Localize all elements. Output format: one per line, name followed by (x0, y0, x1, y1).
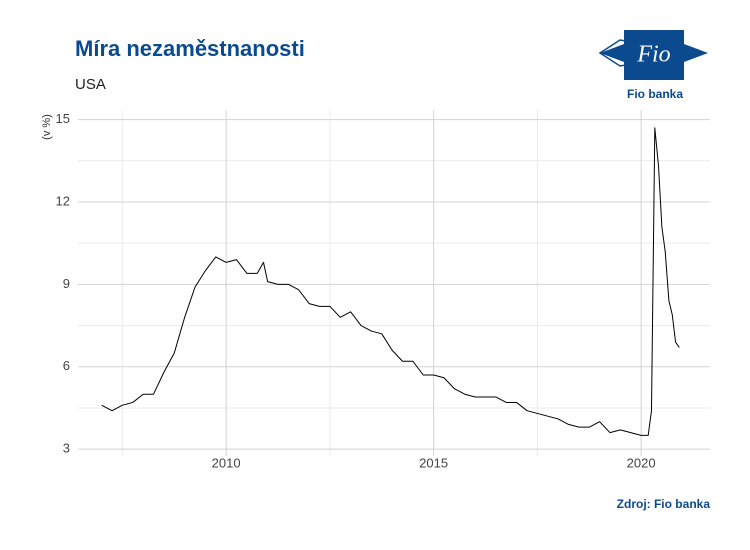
logo-name: Fio banka (627, 87, 683, 101)
y-tick-label: 15 (56, 111, 70, 126)
chart-title: Míra nezaměstnanosti (75, 36, 305, 61)
y-tick-label: 6 (63, 358, 70, 373)
y-tick-label: 9 (63, 276, 70, 291)
line (101, 127, 680, 436)
chart-subtitle: USA (75, 76, 106, 93)
x-tick-label: 2020 (627, 455, 656, 470)
y-tick-label: 3 (63, 441, 70, 456)
source: Zdroj: Fio banka (617, 497, 711, 511)
logo: Fio Fio banka (598, 30, 708, 101)
x-tick-label: 2015 (419, 455, 448, 470)
y-tick-label: 12 (56, 193, 70, 208)
logo-arrow-left (600, 44, 624, 62)
logo-box (624, 30, 684, 80)
logo-mark: Fio (636, 42, 670, 68)
logo-arrow-right (684, 44, 708, 62)
x-tick-label: 2010 (212, 455, 241, 470)
y-axis-label: (v %) (41, 114, 53, 140)
